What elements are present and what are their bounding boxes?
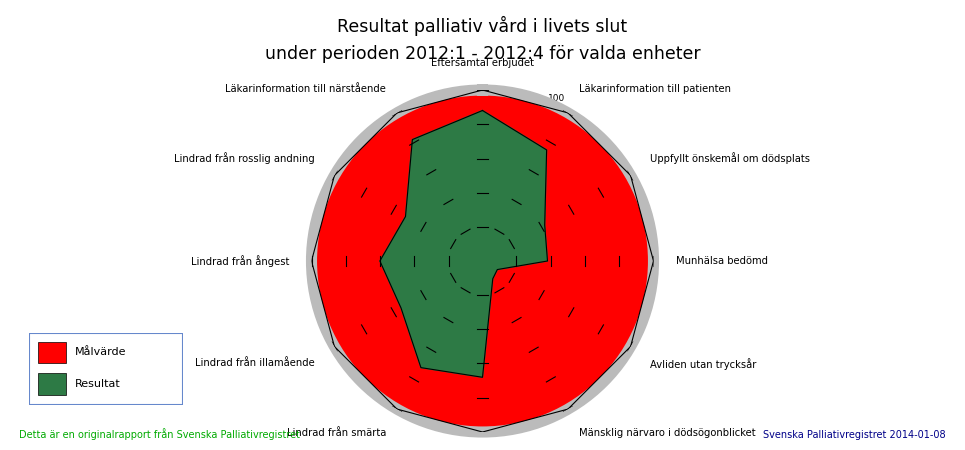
Text: Eftersamtal erbjudet: Eftersamtal erbjudet (431, 58, 534, 68)
Text: Lindrad från rosslig andning: Lindrad från rosslig andning (175, 153, 316, 164)
Text: Resultat: Resultat (75, 379, 121, 389)
Text: Läkarinformation till patienten: Läkarinformation till patienten (579, 84, 731, 94)
Polygon shape (312, 90, 653, 432)
Text: Svenska Palliativregistret 2014-01-08: Svenska Palliativregistret 2014-01-08 (763, 430, 946, 440)
Text: Mänsklig närvaro i dödsögonblicket: Mänsklig närvaro i dödsögonblicket (579, 428, 756, 438)
Text: Målvärde: Målvärde (75, 347, 126, 357)
Bar (39, 374, 66, 395)
FancyBboxPatch shape (29, 333, 183, 405)
Bar (39, 342, 66, 363)
Text: Lindrad från smärta: Lindrad från smärta (287, 428, 386, 438)
Text: Lindrad från ångest: Lindrad från ångest (191, 255, 290, 267)
Text: Uppfyllt önskemål om dödsplats: Uppfyllt önskemål om dödsplats (649, 153, 810, 164)
Text: under perioden 2012:1 - 2012:4 för valda enheter: under perioden 2012:1 - 2012:4 för valda… (264, 45, 701, 63)
Polygon shape (380, 111, 547, 377)
Text: Läkarinformation till närstående: Läkarinformation till närstående (225, 84, 386, 94)
Text: Resultat palliativ vård i livets slut: Resultat palliativ vård i livets slut (338, 16, 627, 36)
Text: Munhälsa bedömd: Munhälsa bedömd (676, 256, 768, 266)
Text: Lindrad från illamående: Lindrad från illamående (195, 358, 316, 368)
Text: Avliden utan trycksår: Avliden utan trycksår (649, 358, 757, 369)
Text: Detta är en originalrapport från Svenska Palliativregistret: Detta är en originalrapport från Svenska… (19, 428, 300, 440)
